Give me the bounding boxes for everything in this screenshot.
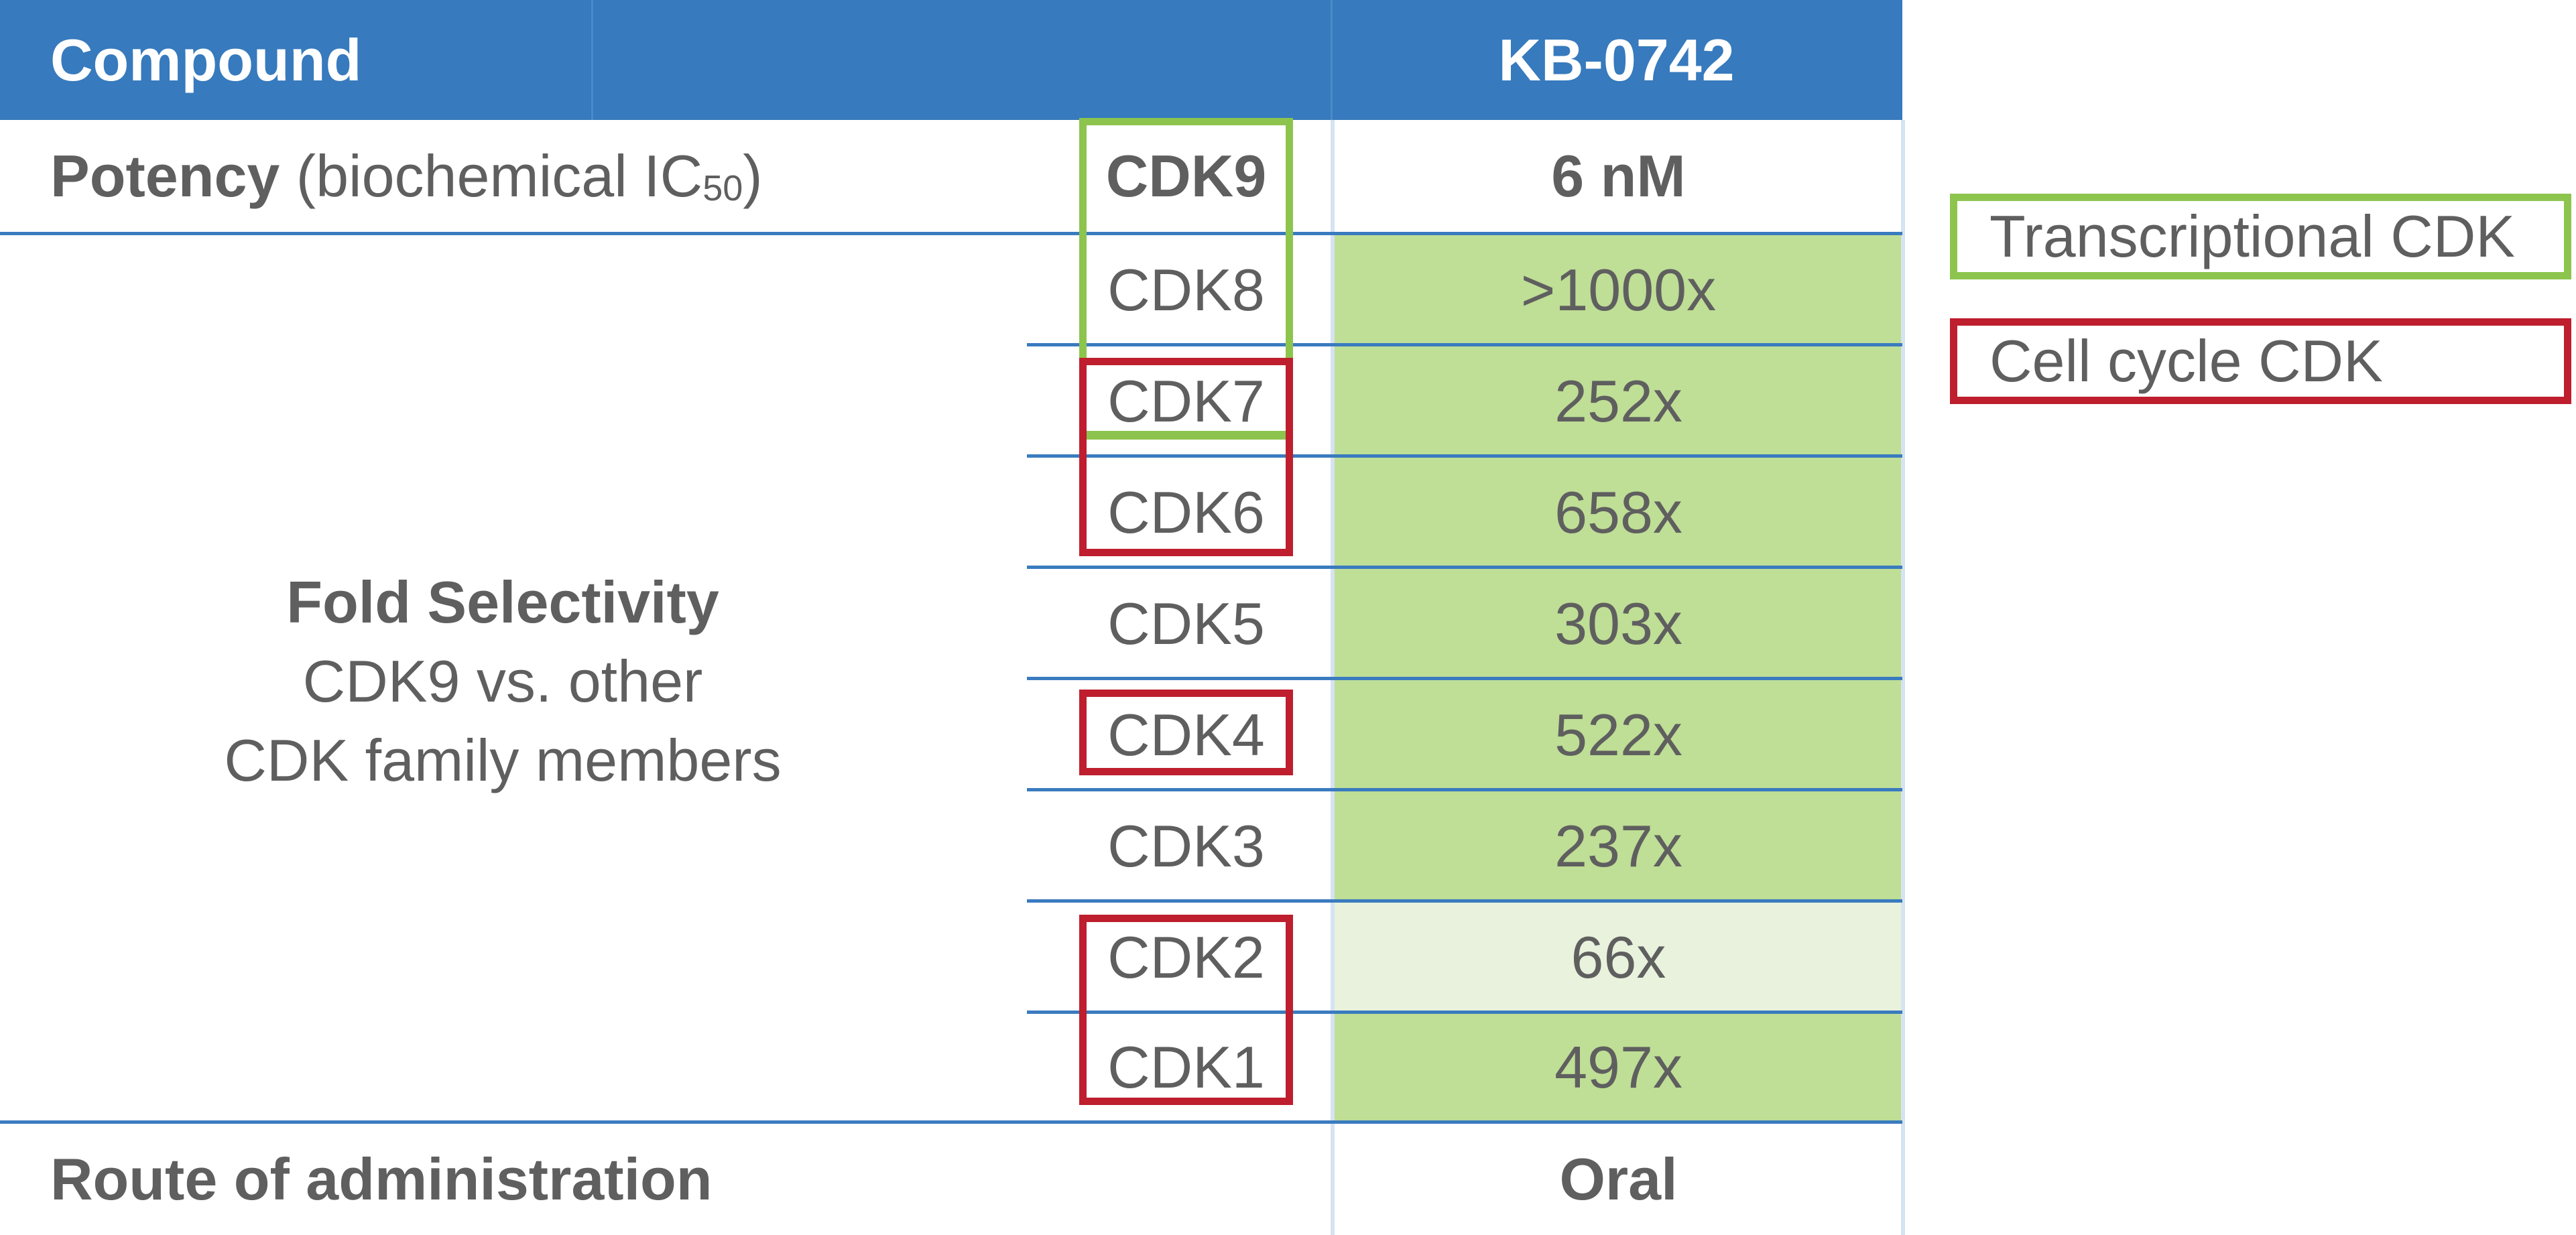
compound-label: Compound <box>50 27 362 93</box>
fold-value: 497x <box>1554 1034 1682 1100</box>
fold-fill <box>1335 1011 1902 1122</box>
cdk-name: CDK3 <box>1107 813 1265 879</box>
route-label: Route of administration <box>50 1146 713 1212</box>
selectivity-title: Fold Selectivity <box>286 569 719 635</box>
transcriptional-cdk-box-edge <box>1087 431 1286 440</box>
fold-value: 658x <box>1554 479 1682 545</box>
potency-label-close: ) <box>743 143 763 209</box>
fold-fill-light <box>1335 899 1902 1011</box>
row-divider <box>0 1120 1902 1124</box>
potency-label: Potency (biochemical IC 50) <box>50 120 763 233</box>
row-divider <box>1027 566 1902 569</box>
potency-target: CDK9 <box>1105 143 1267 209</box>
cdk-name: CDK1 <box>1107 1034 1265 1100</box>
cdk-name: CDK4 <box>1107 702 1265 768</box>
fold-value: 66x <box>1571 924 1666 990</box>
fold-value: 252x <box>1554 368 1682 434</box>
fold-value: 303x <box>1554 590 1682 657</box>
fold-value: 237x <box>1554 813 1682 879</box>
table-header <box>0 0 1902 120</box>
cdk-name: CDK8 <box>1107 257 1265 323</box>
table-right-border <box>1901 120 1905 1235</box>
header-divider <box>591 0 593 120</box>
row-divider <box>1027 1011 1902 1014</box>
selectivity-subtitle-1: CDK9 vs. other <box>302 648 703 714</box>
row-divider <box>1027 899 1902 903</box>
cell-cycle-cdk-box <box>1079 358 1293 556</box>
row-divider <box>1027 454 1902 458</box>
header-divider <box>1331 0 1333 120</box>
selectivity-subtitle-2: CDK family members <box>224 727 782 793</box>
potency-value: 6 nM <box>1551 143 1686 209</box>
potency-label-bold: Potency <box>50 143 280 209</box>
legend-cell-cycle-label: Cell cycle CDK <box>1989 328 2383 394</box>
legend-transcriptional-label: Transcriptional CDK <box>1989 203 2516 269</box>
row-divider <box>1027 788 1902 791</box>
row-divider <box>0 232 1902 235</box>
legend-cell-cycle: Cell cycle CDK <box>1950 318 2571 404</box>
potency-label-rest: (biochemical IC <box>296 143 703 209</box>
cdk-name: CDK7 <box>1107 368 1265 434</box>
cdk-name: CDK5 <box>1107 590 1265 657</box>
selectivity-label: Fold Selectivity CDK9 vs. other CDK fami… <box>0 563 1005 800</box>
fold-value: >1000x <box>1520 257 1717 323</box>
compound-name: KB-0742 <box>1498 27 1735 93</box>
cell-cycle-cdk-box <box>1079 915 1293 1105</box>
cdk-name: CDK2 <box>1107 924 1265 990</box>
row-divider <box>1027 343 1902 346</box>
legend-transcriptional: Transcriptional CDK <box>1950 194 2571 279</box>
row-divider <box>1027 677 1902 680</box>
route-value: Oral <box>1559 1146 1678 1212</box>
cdk-name: CDK6 <box>1107 479 1265 545</box>
fold-fill <box>1335 235 1902 1012</box>
cell-cycle-cdk-box <box>1079 690 1293 775</box>
potency-subscript: 50 <box>702 168 743 208</box>
fold-value: 522x <box>1554 702 1682 768</box>
